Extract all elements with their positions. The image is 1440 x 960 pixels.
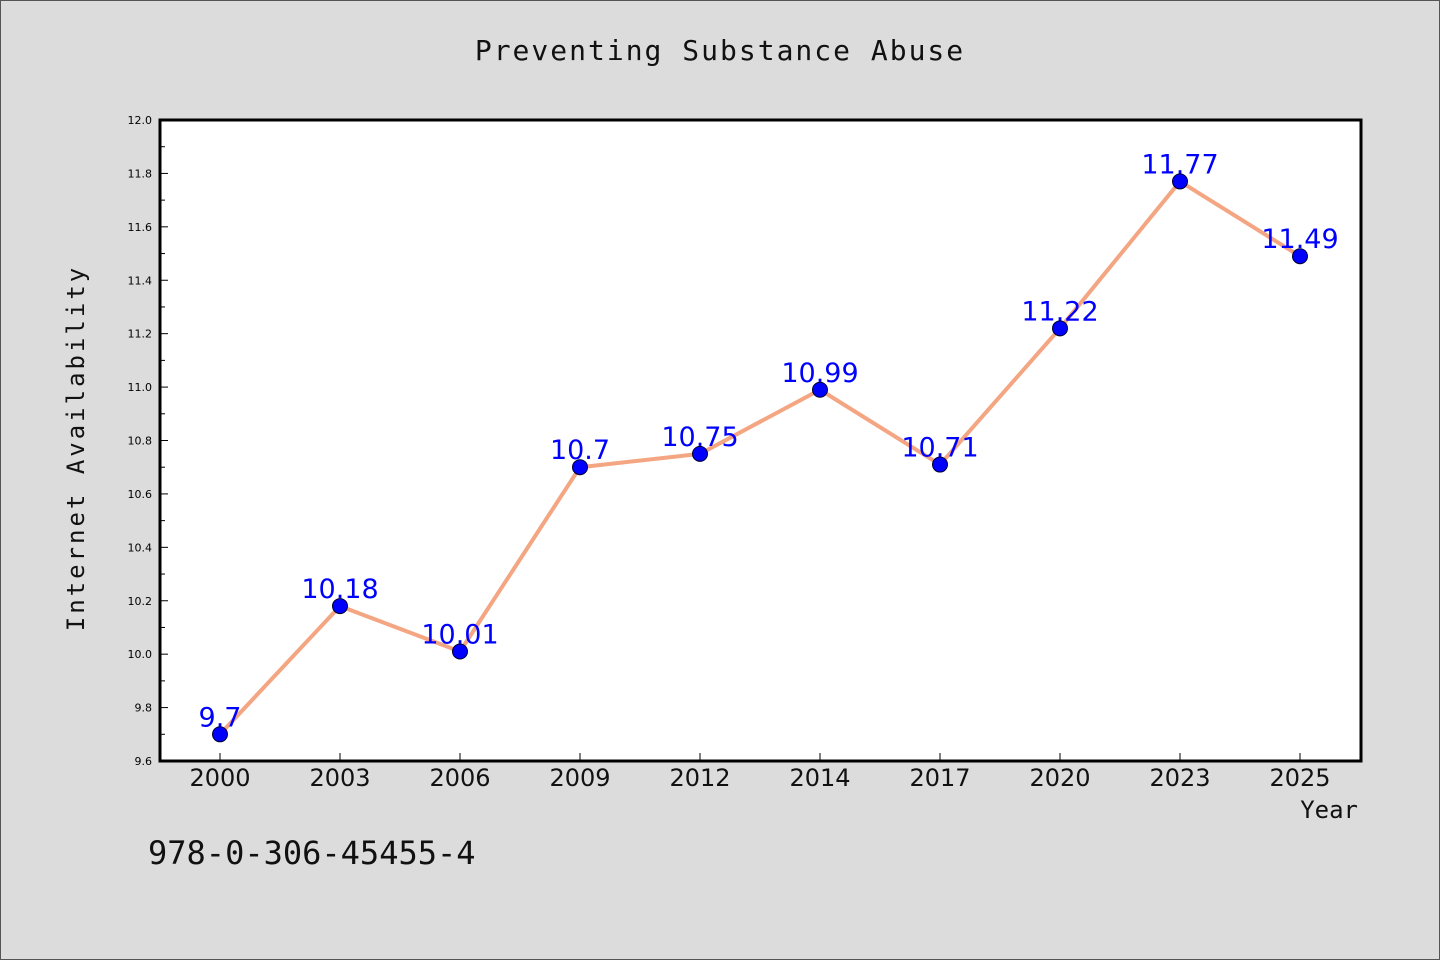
series-line — [218, 179, 1302, 736]
data-point — [572, 459, 588, 476]
x-tick-label: 2023 — [1149, 764, 1210, 792]
data-label: 11.77 — [1141, 149, 1218, 180]
y-tick-label: 11.2 — [128, 328, 153, 341]
y-tick-label: 10.8 — [128, 435, 153, 448]
plot-background — [160, 120, 1361, 761]
plot-area: 9.6 9.8 10.0 10.2 10.4 10.6 10.8 11.0 11.2 11.4 11… — [128, 114, 1363, 792]
x-tick-label: 2025 — [1269, 764, 1330, 792]
data-label: 10.71 — [901, 433, 978, 464]
x-tick-label: 2009 — [549, 764, 610, 792]
y-tick-label: 9.8 — [135, 702, 153, 715]
data-label: 10.7 — [550, 435, 610, 466]
data-point — [1292, 248, 1308, 265]
y-tick-label: 10.2 — [128, 595, 153, 608]
y-tick-label: 12.0 — [128, 114, 153, 127]
data-point — [332, 598, 348, 615]
data-label: 9.7 — [199, 702, 242, 733]
data-label: 10.18 — [301, 574, 378, 605]
isbn-annotation: 978-0-306-45455-4 — [148, 834, 476, 872]
x-tick-label: 2000 — [189, 764, 250, 792]
x-tick-label: 2012 — [669, 764, 730, 792]
x-tick-label: 2006 — [429, 764, 490, 792]
data-label: 10.75 — [661, 422, 738, 453]
data-point — [812, 381, 828, 398]
y-tick-label: 10.4 — [128, 541, 153, 554]
data-point — [1172, 173, 1188, 190]
y-tick-label: 11.0 — [128, 381, 153, 394]
data-point — [1052, 320, 1068, 337]
chart-title: Preventing Substance Abuse — [474, 34, 966, 67]
x-axis-label: Year — [1300, 796, 1358, 824]
y-tick-label: 11.4 — [128, 274, 153, 287]
x-tick-label: 2020 — [1029, 764, 1090, 792]
data-label: 10.01 — [421, 619, 498, 650]
data-point — [932, 456, 948, 473]
y-tick-label: 11.8 — [128, 167, 153, 180]
data-label: 11.22 — [1021, 296, 1098, 327]
data-label: 11.49 — [1261, 224, 1338, 255]
y-tick-label: 11.6 — [128, 221, 153, 234]
data-point — [692, 445, 708, 462]
x-tick-label: 2017 — [909, 764, 970, 792]
y-tick-label: 10.0 — [128, 648, 153, 661]
y-tick-label: 9.6 — [135, 755, 153, 768]
data-point — [452, 643, 468, 660]
plot-frame — [158, 118, 1363, 763]
data-label: 10.99 — [781, 358, 858, 389]
x-tick-label: 2014 — [789, 764, 850, 792]
y-tick-label: 10.6 — [128, 488, 153, 501]
data-point — [212, 726, 228, 743]
x-tick-label: 2003 — [309, 764, 370, 792]
